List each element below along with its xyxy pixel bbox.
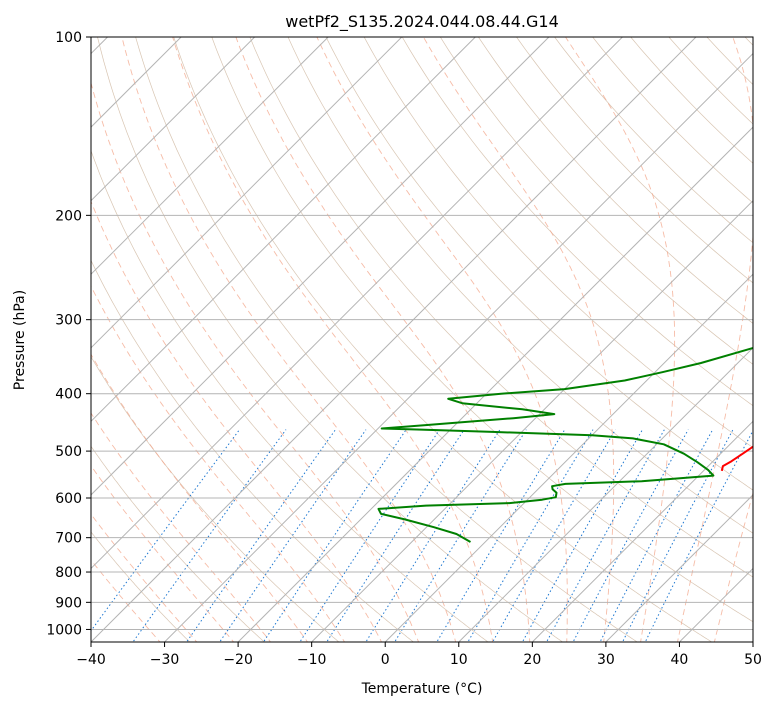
dry-adiabat [477,37,753,324]
dry-adiabat [91,531,191,642]
isotherm [91,37,403,349]
dry-adiabat [173,37,713,642]
moist-adiabat [172,37,494,642]
mixing-ratio-line [621,429,734,642]
mixing-ratio-line [467,429,594,642]
moist-adiabat [565,37,676,642]
dry-adiabat [363,37,753,449]
moist-adiabat [91,412,272,642]
dry-adiabat [706,37,753,86]
x-tick-label: −10 [297,652,327,668]
mixing-ratio-line [546,429,665,642]
moist-adiabat [91,464,235,642]
x-tick-label: 0 [381,652,390,668]
y-tick-label: 200 [55,208,82,224]
moist-adiabat [91,353,309,642]
y-axis: 1000 900 800 700 600 500 400 300 200 100 [46,30,91,638]
y-tick-label: 900 [55,595,82,611]
dry-adiabat [516,37,753,284]
x-axis-label: Temperature (°C) [361,681,483,697]
dry-adiabat [91,149,489,642]
moist-adiabat [91,81,420,642]
temperature-profile-line [720,445,753,472]
mixing-ratio-line [299,429,441,642]
isotherm [458,347,753,642]
dry-adiabat [439,37,753,365]
x-tick-label: 50 [744,652,762,668]
y-axis-label: Pressure (hPa) [12,290,28,390]
isotherm [531,420,753,642]
dry-adiabat [757,10,775,645]
chart-title: wetPf2_S135.2024.044.08.44.G14 [285,12,559,32]
isotherm [91,37,329,275]
dry-adiabat [91,356,340,642]
y-tick-label: 400 [55,387,82,403]
background-lines [91,10,775,645]
isotherm [91,37,623,570]
mixing-ratio-line [521,429,643,642]
dewpoint-profile-line [377,346,753,543]
y-tick-label: 100 [55,30,82,46]
mixing-ratio-line [599,429,714,642]
mixing-ratio-line [644,429,753,642]
isotherm [605,494,753,642]
x-axis: −40 −30 −20 −10 0 10 20 30 40 50 [76,642,762,668]
x-tick-label: 10 [450,652,468,668]
dry-adiabat [325,37,753,491]
dry-adiabat [211,37,753,623]
y-tick-label: 1000 [46,622,82,638]
x-tick-label: −20 [223,652,253,668]
mixing-ratio-line [185,429,336,642]
y-tick-label: 500 [55,444,82,460]
dry-adiabat [592,37,753,204]
isotherm [311,199,753,642]
isotherm [237,126,753,642]
y-tick-label: 600 [55,491,82,507]
moist-adiabat [713,491,753,642]
dry-adiabat [287,37,753,534]
x-tick-label: 40 [671,652,689,668]
mixing-ratio-line [132,429,287,642]
moist-adiabat [91,513,198,642]
dry-adiabat [91,445,265,642]
dry-adiabat [630,37,753,164]
moist-adiabat [316,37,568,642]
y-tick-label: 800 [55,565,82,581]
mixing-ratio-line [365,429,501,642]
isotherm [752,641,753,642]
isotherm [679,567,753,642]
isotherm [164,52,753,642]
mixing-ratio-line [262,429,407,642]
y-tick-label: 700 [55,531,82,547]
moist-adiabat [423,37,615,642]
mixing-ratio-line [394,429,527,642]
isotherm [91,37,550,496]
dry-adiabat [135,37,638,642]
moist-adiabat [91,200,383,642]
mixing-ratio-line [436,429,566,642]
dry-adiabat [744,37,753,46]
y-tick-label: 300 [55,313,82,329]
dry-adiabat [249,37,753,578]
profile-series [377,346,753,543]
dry-adiabat [401,37,753,407]
x-tick-label: −30 [150,652,180,668]
isotherm [91,37,697,642]
dry-adiabat [97,37,564,642]
mixing-ratio-line [572,429,689,642]
x-tick-label: 20 [523,652,541,668]
x-tick-label: 30 [597,652,615,668]
x-tick-label: −40 [76,652,106,668]
isotherm [91,37,256,202]
mixing-ratio-line [492,429,616,642]
plot-frame [90,36,754,643]
isotherm [384,273,753,642]
dry-adiabat [554,37,753,244]
isotherm [91,37,476,423]
